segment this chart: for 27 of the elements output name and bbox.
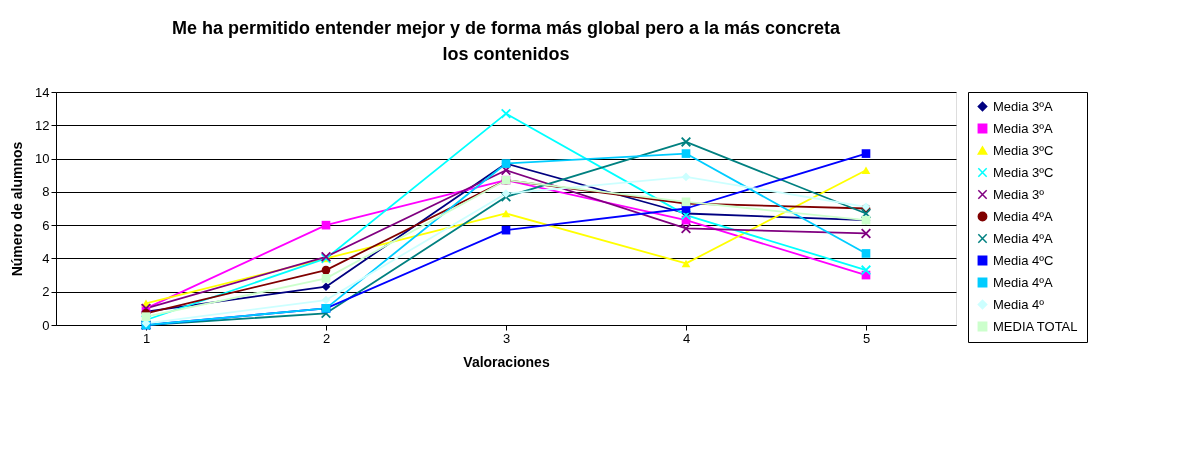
legend-label: Media 4ºC xyxy=(993,252,1054,268)
legend-label: Media 3º xyxy=(993,186,1045,202)
legend-label: Media 4ºA xyxy=(993,274,1053,290)
y-tick-label: 10 xyxy=(35,151,50,167)
legend-label: Media 3ºC xyxy=(993,164,1054,180)
legend-label: Media 4ºA xyxy=(993,230,1053,246)
y-tick-label: 8 xyxy=(42,184,50,200)
x-tick-label: 1 xyxy=(142,330,151,346)
legend-label: Media 3ºA xyxy=(993,98,1053,114)
chart-title: Me ha permitido entender mejor y de forma más global pero a la más concreta los contenidos xyxy=(171,18,842,64)
x-tick-label: 4 xyxy=(682,330,691,346)
x-tick-label: 3 xyxy=(502,330,511,346)
y-tick-label: 2 xyxy=(42,284,50,300)
y-tick-label: 14 xyxy=(35,84,50,100)
y-tick-label: 6 xyxy=(42,217,50,233)
legend-label: Media 4ºA xyxy=(993,208,1053,224)
y-axis-title: Número de alumnos xyxy=(9,141,26,277)
legend-label: MEDIA TOTAL xyxy=(993,318,1078,334)
legend-label: Media 3ºC xyxy=(993,142,1054,158)
y-tick-label: 4 xyxy=(42,250,50,266)
x-tick-label: 5 xyxy=(862,330,871,346)
x-axis-title: Valoraciones xyxy=(463,353,550,370)
legend-label: Media 3ºA xyxy=(993,120,1053,136)
y-tick-label: 12 xyxy=(35,117,50,133)
x-tick-label: 2 xyxy=(322,330,331,346)
y-tick-label: 0 xyxy=(42,317,50,333)
legend-label: Media 4º xyxy=(993,296,1045,312)
